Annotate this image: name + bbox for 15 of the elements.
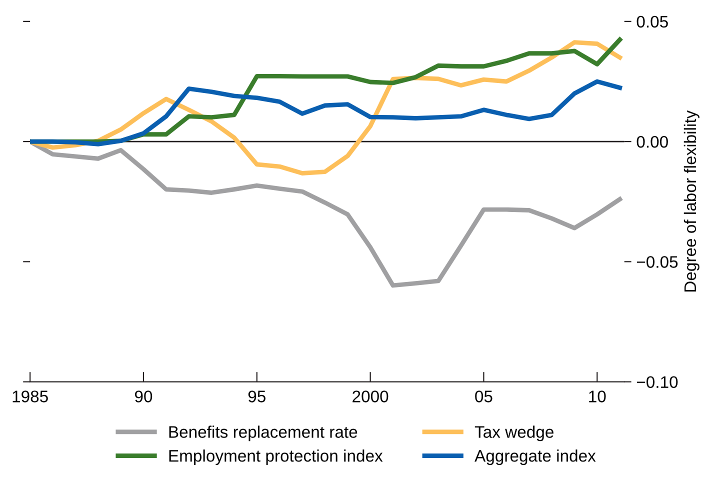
x-tick-label: 05 [475,390,492,402]
legend-label: Benefits replacement rate [169,426,358,442]
x-tick-label: 90 [134,390,152,402]
legend-label: Aggregate index [474,450,596,466]
y-tick-label: 0.05 [636,16,668,28]
y-tick-label: −0.10 [636,376,678,388]
x-tick-label: 1985 [12,390,48,402]
y-axis-title: Degree of labor flexibility [684,110,700,292]
legend-label: Tax wedge [474,426,554,442]
x-tick-label: 10 [589,390,606,402]
x-tick-label: 2000 [352,390,388,402]
y-tick-label: 0.00 [636,136,668,148]
x-tick-label: 95 [248,390,266,402]
legend-label: Employment protection index [169,450,383,466]
y-tick-label: −0.05 [636,256,678,268]
